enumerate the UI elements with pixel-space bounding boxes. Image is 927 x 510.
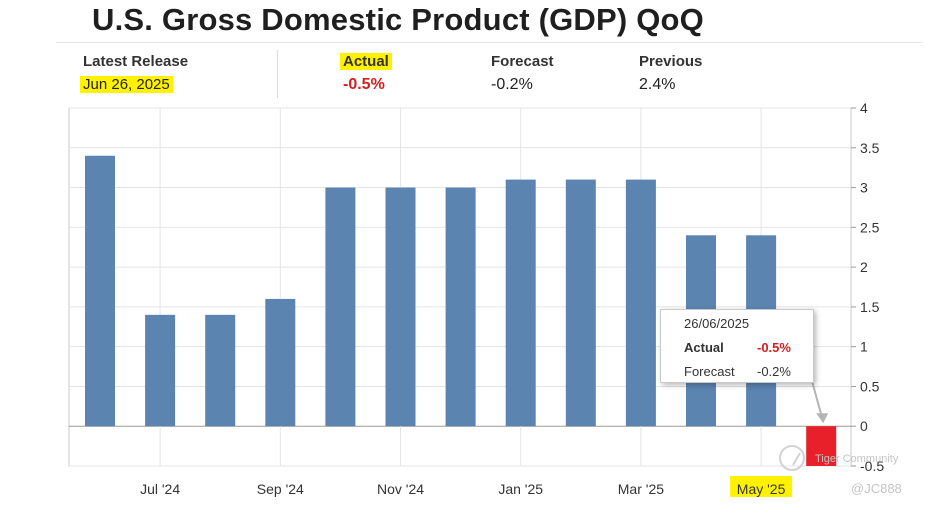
y-tick-label: 2.5 xyxy=(860,219,880,235)
actual-value: -0.5% xyxy=(343,76,385,93)
x-tick-label: Nov '24 xyxy=(377,481,424,497)
watermark: Tiger Community @JC888 xyxy=(777,443,927,503)
x-tick-label: Sep '24 xyxy=(257,481,304,497)
tooltip-actual-value: -0.5% xyxy=(757,340,791,355)
x-tick-label: Jul '24 xyxy=(140,481,180,497)
watermark-handle: @JC888 xyxy=(851,481,902,496)
previous-label: Previous xyxy=(639,53,703,70)
tiger-logo-icon xyxy=(779,445,805,471)
chart-axes: 4 3.5 3 2.5 2 1.5 1 0.5 0 -0.5 Jul '24 Sep '24 Nov '… xyxy=(140,100,884,497)
y-tick-label: 4 xyxy=(860,100,868,116)
y-tick-label: 1 xyxy=(860,339,868,355)
bar[interactable] xyxy=(205,314,236,427)
forecast-label: Forecast xyxy=(491,53,554,70)
bar[interactable] xyxy=(505,179,536,427)
y-tick-label: -0.5 xyxy=(860,458,884,474)
tooltip-date: 26/06/2025 xyxy=(684,316,750,331)
release-date: Jun 26, 2025 xyxy=(80,76,173,93)
data-tooltip: 26/06/2025 Actual -0.5% Forecast -0.2% xyxy=(660,309,814,383)
bar-negative[interactable] xyxy=(806,426,837,466)
bar[interactable] xyxy=(265,298,296,427)
y-tick-label: 0.5 xyxy=(860,378,880,394)
tooltip-pointer xyxy=(811,380,829,424)
header-divider xyxy=(56,42,922,43)
x-label-highlight xyxy=(730,476,793,497)
page-title: U.S. Gross Domestic Product (GDP) QoQ xyxy=(92,2,704,37)
y-tick-label: 2 xyxy=(860,259,868,275)
bar[interactable] xyxy=(385,187,416,427)
latest-release-block: Latest Release Jun 26, 2025 xyxy=(80,53,189,93)
tooltip-actual-row: Actual -0.5% xyxy=(684,340,791,355)
actual-block: Actual -0.5% xyxy=(340,53,392,94)
latest-release-label: Latest Release xyxy=(83,53,189,70)
bar[interactable] xyxy=(145,314,176,427)
x-tick-label: Mar '25 xyxy=(618,481,664,497)
tooltip-actual-label: Actual xyxy=(684,340,724,355)
y-tick-label: 0 xyxy=(860,418,868,434)
actual-label: Actual xyxy=(340,53,392,70)
previous-value: 2.4% xyxy=(639,76,676,93)
forecast-block: Forecast -0.2% xyxy=(491,53,554,94)
bar[interactable] xyxy=(625,179,656,427)
x-tick-label: Jan '25 xyxy=(498,481,543,497)
watermark-community: Tiger Community xyxy=(815,453,899,465)
tooltip-forecast-row: Forecast -0.2% xyxy=(684,364,791,379)
y-tick-label: 1.5 xyxy=(860,299,880,315)
bar[interactable] xyxy=(325,187,356,427)
header-column-divider xyxy=(277,50,278,98)
x-tick-label: May '25 xyxy=(737,481,786,497)
previous-block: Previous 2.4% xyxy=(639,53,702,94)
tooltip-pointer-head xyxy=(816,413,829,424)
bar[interactable] xyxy=(565,179,596,427)
forecast-value: -0.2% xyxy=(491,76,533,93)
bar[interactable] xyxy=(445,187,476,427)
bar[interactable] xyxy=(85,155,115,427)
tooltip-pointer-line xyxy=(811,380,824,419)
y-tick-label: 3 xyxy=(860,180,868,196)
tooltip-forecast-value: -0.2% xyxy=(757,364,791,379)
y-tick-label: 3.5 xyxy=(860,140,880,156)
tooltip-forecast-label: Forecast xyxy=(684,364,735,379)
